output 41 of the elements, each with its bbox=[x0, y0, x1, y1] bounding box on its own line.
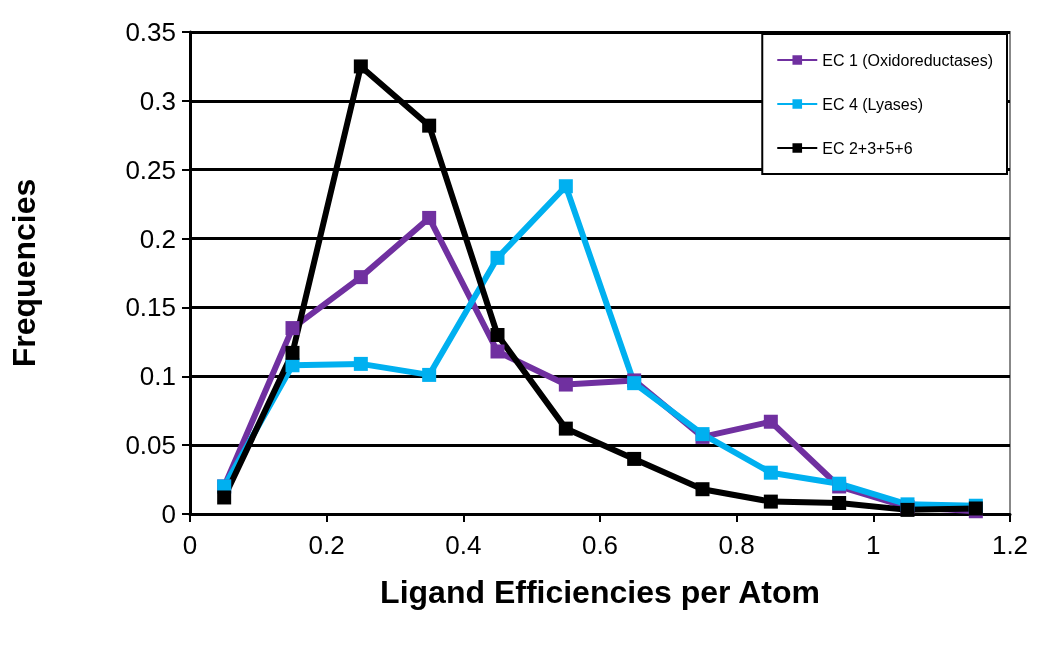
point bbox=[217, 490, 232, 505]
y-tick-label: 0.15 bbox=[125, 292, 176, 323]
point bbox=[490, 250, 505, 265]
legend-label: EC 4 (Lyases) bbox=[822, 95, 924, 113]
point bbox=[558, 179, 573, 194]
point bbox=[353, 356, 368, 371]
point bbox=[422, 118, 437, 133]
point bbox=[695, 482, 710, 497]
y-tick-label: 0.35 bbox=[125, 17, 176, 47]
x-tick-label: 1.2 bbox=[991, 530, 1029, 560]
point bbox=[832, 495, 847, 510]
point bbox=[353, 270, 368, 285]
point bbox=[558, 377, 573, 392]
point bbox=[763, 494, 778, 509]
x-tick-label: 0.2 bbox=[308, 530, 345, 560]
x-tick-label: 0.6 bbox=[581, 530, 619, 560]
point bbox=[490, 327, 505, 342]
x-tick-label: 1 bbox=[866, 530, 881, 560]
point bbox=[353, 59, 368, 74]
x-axis-title: Ligand Efficiencies per Atom bbox=[380, 574, 820, 610]
y-tick-label: 0.25 bbox=[125, 154, 176, 185]
y-tick-label: 0.3 bbox=[139, 85, 176, 116]
point bbox=[285, 345, 300, 360]
point bbox=[422, 210, 437, 225]
y-tick-label: 0.2 bbox=[139, 223, 176, 254]
y-tick-label: 0.05 bbox=[125, 430, 176, 461]
point bbox=[627, 451, 642, 466]
y-tick-label: 0 bbox=[161, 499, 176, 529]
point bbox=[285, 321, 300, 336]
point bbox=[763, 414, 778, 429]
legend-label: EC 1 (Oxidoreductases) bbox=[822, 51, 993, 69]
point bbox=[763, 465, 778, 480]
x-tick-label: 0 bbox=[182, 530, 198, 560]
y-tick-label: 0.1 bbox=[139, 361, 176, 392]
x-tick-label: 0.8 bbox=[718, 530, 755, 560]
point bbox=[558, 421, 573, 436]
x-tick-label: 0.4 bbox=[445, 530, 482, 560]
point bbox=[422, 367, 437, 382]
y-axis-title: Frequencies bbox=[6, 178, 42, 368]
legend-label: EC 2+3+5+6 bbox=[822, 139, 913, 157]
point bbox=[490, 344, 505, 359]
